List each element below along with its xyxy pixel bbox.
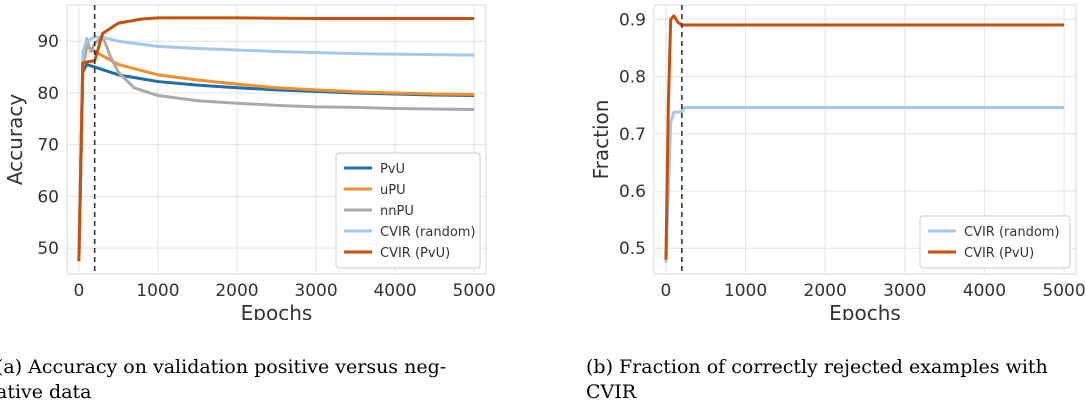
caption-a: (a) Accuracy on validation positive vers… <box>0 355 446 405</box>
legend-box <box>919 215 1071 269</box>
caption-a-line1: (a) Accuracy on validation positive vers… <box>0 356 447 378</box>
x-tick-label: 5000 <box>1042 281 1085 301</box>
legend-entry: CVIR (PvU) <box>964 246 1034 261</box>
series-line-cvir-pvu <box>77 16 475 262</box>
x-tick-label: 2000 <box>804 281 847 301</box>
legend-entry: CVIR (random) <box>964 225 1060 240</box>
legend-entry: CVIR (PvU) <box>380 246 450 261</box>
legend-entry: uPU <box>380 183 406 198</box>
x-tick-label: 2000 <box>215 281 258 301</box>
x-tick-label: 4000 <box>373 281 416 301</box>
x-tick-label: 4000 <box>963 281 1006 301</box>
y-tick-label: 0.9 <box>619 10 646 30</box>
series-line-nnpu <box>77 34 475 262</box>
caption-a-line2: ative data <box>0 381 92 403</box>
legend-entry: CVIR (random) <box>380 225 476 240</box>
accuracy-chart: 0 1000 2000 3000 4000 5000 50 60 70 80 90 Epochs Acc… <box>3 4 496 320</box>
series-line-cvir-random <box>77 35 475 262</box>
caption-b-line2: CVIR <box>586 381 637 403</box>
series-line-cvir-pvu <box>664 14 1065 260</box>
caption-b-line1: (b) Fraction of correctly rejected examp… <box>586 356 1048 378</box>
caption-b: (b) Fraction of correctly rejected examp… <box>586 355 1048 405</box>
x-tick-label: 1000 <box>724 281 767 301</box>
y-tick-label: 80 <box>37 84 59 104</box>
legend-entry: PvU <box>380 162 405 177</box>
x-tick-label: 3000 <box>883 281 926 301</box>
x-axis-label: Epochs <box>241 301 313 320</box>
y-tick-label: 0.5 <box>619 239 646 259</box>
y-axis-label: Fraction <box>589 100 613 180</box>
y-tick-label: 90 <box>37 32 59 52</box>
x-tick-label: 0 <box>661 281 672 301</box>
y-tick-label: 60 <box>37 187 59 207</box>
legend-box <box>335 152 481 269</box>
x-tick-label: 1000 <box>136 281 179 301</box>
y-tick-label: 0.7 <box>619 125 646 145</box>
y-tick-label: 0.8 <box>619 68 646 88</box>
y-tick-label: 50 <box>37 239 59 259</box>
x-tick-label: 3000 <box>294 281 337 301</box>
series-line-cvir-random <box>664 105 1065 263</box>
y-tick-label: 70 <box>37 136 59 156</box>
y-tick-label: 0.6 <box>619 182 646 202</box>
x-axis-label: Epochs <box>829 301 901 320</box>
x-tick-label: 0 <box>73 281 84 301</box>
x-tick-label: 5000 <box>453 281 496 301</box>
legend-entry: nnPU <box>380 204 414 219</box>
y-axis-label: Accuracy <box>3 94 27 185</box>
fraction-chart: 0 1000 2000 3000 4000 5000 0.5 0.6 0.7 0.8 0.9 Epoc… <box>589 4 1086 320</box>
